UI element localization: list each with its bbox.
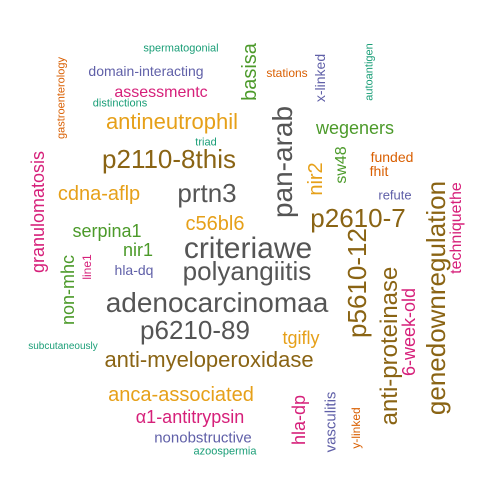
word-adenocarcinomaa: adenocarcinomaa (105, 287, 329, 318)
word-subcutaneously: subcutaneously (28, 341, 98, 352)
word-a1-antitrypsin: α1-antitrypsin (135, 407, 245, 427)
word-wegeners: wegeners (315, 118, 395, 138)
word-assessmentc: assessmentc (114, 84, 208, 101)
word-nir2: nir2 (305, 162, 327, 196)
word-c56bl6: c56bl6 (185, 213, 245, 235)
word-polyangiitis: polyangiitis (182, 256, 312, 286)
word-domain-interacting: domain-interacting (88, 63, 204, 79)
word-cdna-aflp: cdna-aflp (57, 183, 141, 205)
word-serpina1: serpina1 (72, 221, 142, 241)
word-funded: funded (370, 149, 414, 165)
word-sw48: sw48 (333, 146, 350, 184)
word-genedownregulation: genedownregulation (421, 180, 451, 416)
word-x-linked: x-linked (312, 53, 328, 103)
word-p6210-89: p6210-89 (140, 315, 250, 345)
word-triad: triad (195, 136, 217, 149)
word-stations: stations (266, 66, 308, 80)
word-basisa: basisa (239, 43, 261, 101)
word-line1: line1 (80, 254, 94, 280)
word-autoantigen: autoantigen (363, 43, 376, 101)
word-hla-dq: hla-dq (114, 262, 154, 278)
word-distinctions: distinctions (92, 97, 148, 110)
word-granulomatosis: granulomatosis (28, 150, 48, 274)
word-techniquethe: techniquethe (448, 182, 465, 274)
word-spermatogonial: spermatogonial (143, 42, 219, 55)
word-vasculitis: vasculitis (322, 391, 340, 453)
word-prtn3: prtn3 (177, 178, 237, 208)
word-fhit: fhit (369, 163, 389, 179)
word-pan-arab: pan-arab (267, 105, 298, 219)
word-tgifly: tgifly (282, 328, 320, 348)
word-azoospermia: azoospermia (193, 445, 257, 458)
word-nir1: nir1 (122, 240, 154, 260)
word-p2110-8this: p2110-8this (102, 144, 236, 174)
word-hla-dp: hla-dp (289, 394, 309, 446)
word-non-mhc: non-mhc (58, 254, 78, 326)
word-anca-associated: anca-associated (108, 384, 254, 406)
word-criteriawe: criteriawe (183, 232, 313, 265)
word-nonobstructive: nonobstructive (154, 429, 252, 447)
word-y-linked: y-linked (349, 407, 363, 449)
word-refute: refute (378, 187, 412, 203)
word-anti-myeloperoxidase: anti-myeloperoxidase (104, 347, 314, 372)
word-6-week-old: 6-week-old (399, 287, 419, 377)
word-gastroenterology: gastroenterology (55, 57, 68, 139)
word-antineutrophil: antineutrophil (105, 109, 239, 134)
word-p5610-12: p5610-12 (342, 228, 372, 338)
word-p2610-7: p2610-7 (310, 203, 406, 233)
